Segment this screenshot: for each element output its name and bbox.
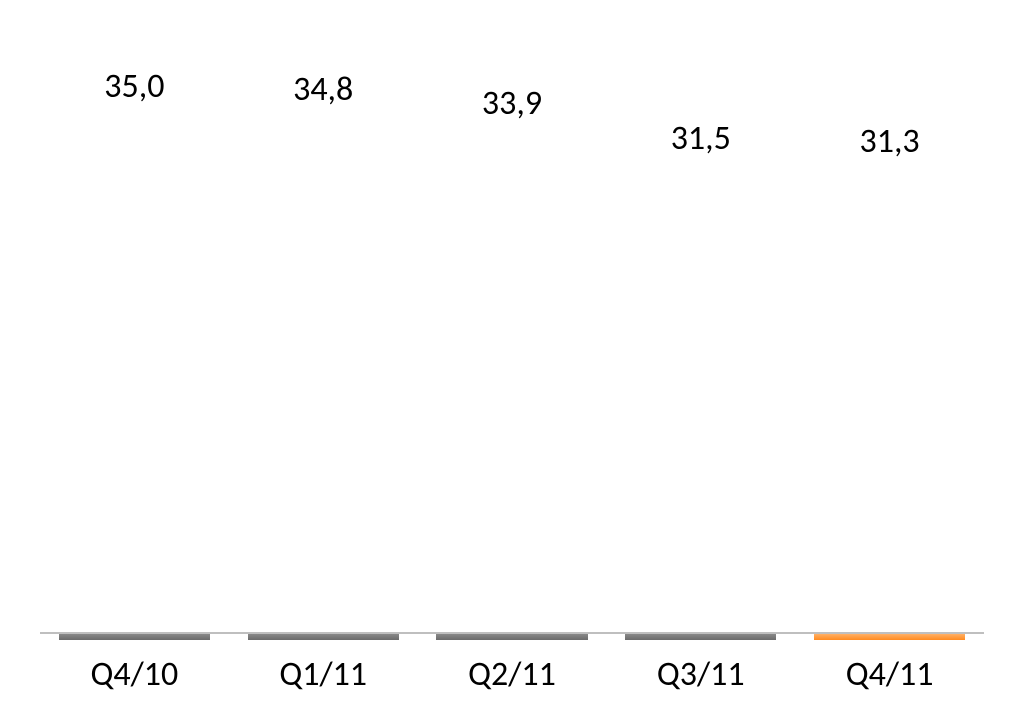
bar-value-label: 31,5 [606, 116, 795, 162]
bar-value-label: 31,3 [795, 119, 984, 165]
category-label: Q2/11 [418, 654, 607, 695]
category-label: Q1/11 [229, 654, 418, 695]
plot-area: 35,0Q4/1034,8Q1/1133,9Q2/1131,5Q3/1131,3… [40, 40, 984, 634]
category-label: Q4/11 [795, 654, 984, 695]
category-label: Q4/10 [40, 654, 229, 695]
category-label: Q3/11 [606, 654, 795, 695]
bar-value-label: 33,9 [418, 81, 607, 127]
bar-value-label: 35,0 [40, 64, 229, 110]
bar-chart: 35,0 Q4/10 34,8 Q1/11 33,9 Q2/11 31,5 Q3/11 31,3… [0, 0, 1024, 714]
bar-value-label: 34,8 [229, 67, 418, 113]
